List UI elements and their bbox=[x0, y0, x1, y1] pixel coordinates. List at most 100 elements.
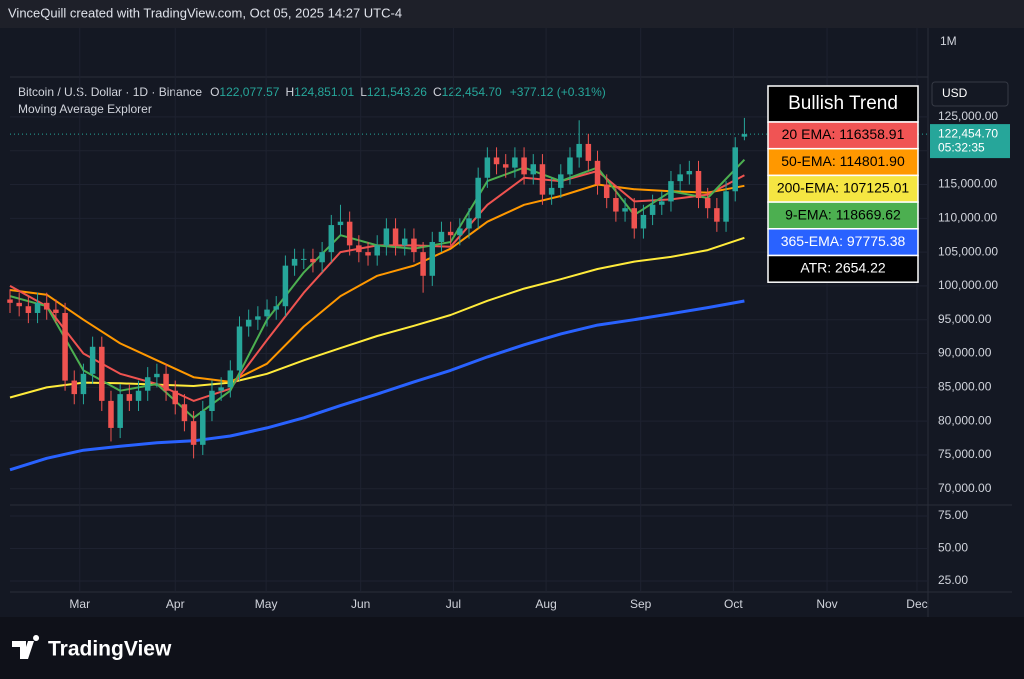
header: VinceQuill created with TradingView.com,… bbox=[8, 5, 402, 20]
currency-box[interactable] bbox=[931, 81, 1009, 107]
candle-body bbox=[328, 225, 335, 253]
candle-body bbox=[567, 157, 573, 175]
x-tick-label: Apr bbox=[166, 597, 185, 611]
candle-body bbox=[209, 390, 215, 412]
x-tick-label: Oct bbox=[724, 597, 743, 611]
y-tick-label: 75.00 bbox=[938, 508, 968, 522]
legend-entry-box bbox=[767, 254, 919, 283]
candle-body bbox=[200, 411, 206, 445]
candle-body bbox=[7, 299, 13, 303]
header-band bbox=[0, 0, 1024, 28]
y-tick-label: 75,000.00 bbox=[938, 447, 992, 461]
candle-body bbox=[622, 208, 628, 212]
footer-band bbox=[0, 617, 1024, 679]
countdown: 05:32:35 bbox=[938, 140, 985, 154]
ema-line bbox=[9, 183, 745, 383]
ohlc-value: 122,077.57 bbox=[219, 85, 279, 99]
candle-body bbox=[135, 390, 142, 401]
candle-body bbox=[420, 252, 426, 276]
candle-body bbox=[172, 390, 178, 405]
candle-body bbox=[71, 380, 78, 395]
candle-body bbox=[576, 143, 582, 158]
legend-entry: 20 EMA: 116358.91 bbox=[782, 126, 905, 142]
candle-body bbox=[99, 346, 105, 401]
x-tick-label: Dec bbox=[906, 597, 927, 611]
candle-body bbox=[245, 319, 252, 327]
ohlc-value: 124,851.01 bbox=[294, 85, 354, 99]
x-tick-label: Jul bbox=[446, 597, 461, 611]
candle-body bbox=[301, 258, 307, 260]
candle-body bbox=[163, 373, 169, 391]
candle-body bbox=[16, 302, 22, 307]
x-tick-label: Sep bbox=[630, 597, 652, 611]
symbol-title: Bitcoin / U.S. Dollar · 1D · Binance bbox=[18, 85, 202, 99]
candle-body bbox=[594, 160, 601, 185]
candle-body bbox=[43, 302, 50, 310]
ema-line bbox=[9, 236, 745, 399]
candle-body bbox=[154, 373, 160, 378]
currency[interactable]: USD bbox=[942, 86, 968, 100]
candle-body bbox=[365, 252, 371, 256]
candle-body bbox=[108, 400, 114, 428]
candle-body bbox=[126, 394, 133, 401]
legend-entry: 365-EMA: 97775.38 bbox=[781, 233, 906, 249]
legend-entry: 200-EMA: 107125.01 bbox=[777, 180, 910, 196]
candle-body bbox=[686, 170, 693, 175]
y-tick-label: 115,000.00 bbox=[938, 177, 997, 191]
candle-body bbox=[512, 157, 518, 168]
brand: TradingView bbox=[48, 638, 172, 661]
ema-line bbox=[9, 299, 745, 472]
candle-body bbox=[668, 181, 674, 202]
ohlc-value: 122,454.70 bbox=[442, 85, 502, 99]
candle-body bbox=[741, 134, 748, 137]
y-tick-label: 70,000.00 bbox=[938, 481, 992, 495]
candle-body bbox=[346, 221, 353, 246]
candle-body bbox=[659, 201, 665, 205]
candle-body bbox=[613, 198, 619, 212]
candle-body bbox=[502, 164, 509, 168]
candle-body bbox=[530, 164, 537, 175]
candle-body bbox=[89, 346, 96, 374]
y-tick-label: 100,000.00 bbox=[938, 278, 998, 292]
y-tick-label: 80,000.00 bbox=[938, 413, 992, 427]
candle-body bbox=[117, 394, 123, 428]
candle-body bbox=[677, 174, 683, 182]
ohlc-key: O bbox=[210, 85, 219, 99]
candle-body bbox=[62, 312, 68, 381]
candle-body bbox=[640, 214, 647, 229]
candle-body bbox=[649, 204, 656, 215]
candle-body bbox=[236, 326, 243, 371]
candle-body bbox=[484, 157, 491, 178]
candle-body bbox=[714, 208, 720, 222]
candle-body bbox=[558, 174, 564, 188]
candle-body bbox=[585, 143, 592, 161]
candle-body bbox=[732, 147, 738, 192]
candle-body bbox=[218, 387, 224, 391]
candle-body bbox=[227, 370, 234, 388]
candle-body bbox=[374, 245, 380, 256]
price-change: +377.12 (+0.31%) bbox=[510, 85, 606, 99]
candle-body bbox=[356, 245, 362, 253]
legend-entry-box bbox=[767, 201, 919, 230]
candle-body bbox=[603, 184, 610, 199]
candle-body bbox=[319, 252, 325, 263]
candle-body bbox=[181, 404, 188, 422]
ohlc-value: 121,543.26 bbox=[367, 85, 427, 99]
candle-body bbox=[438, 231, 445, 242]
candle-body bbox=[475, 177, 481, 219]
candle-body bbox=[291, 258, 298, 266]
x-tick-label: Mar bbox=[69, 597, 90, 611]
candle-body bbox=[273, 306, 279, 310]
legend-entry: ATR: 2654.22 bbox=[800, 260, 886, 276]
candle-body bbox=[401, 238, 408, 246]
candle-body bbox=[695, 170, 702, 199]
legend-title-box bbox=[767, 85, 919, 123]
ohlc-key: L bbox=[360, 85, 367, 99]
last-price-label: 122,454.70 bbox=[938, 126, 998, 140]
candle-body bbox=[392, 228, 399, 246]
candle-body bbox=[723, 191, 729, 222]
ohlc-key: C bbox=[433, 85, 442, 99]
logo: TradingView bbox=[12, 635, 172, 661]
